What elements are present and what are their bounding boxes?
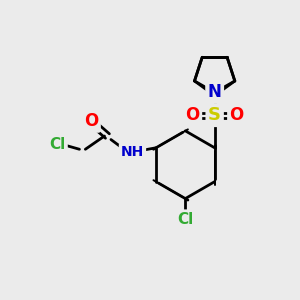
Text: O: O xyxy=(84,112,98,130)
Text: S: S xyxy=(208,106,221,124)
Text: Cl: Cl xyxy=(177,212,194,227)
Text: O: O xyxy=(185,106,200,124)
Text: N: N xyxy=(208,83,222,101)
Text: Cl: Cl xyxy=(49,137,65,152)
Text: NH: NH xyxy=(121,145,144,159)
Text: O: O xyxy=(230,106,244,124)
